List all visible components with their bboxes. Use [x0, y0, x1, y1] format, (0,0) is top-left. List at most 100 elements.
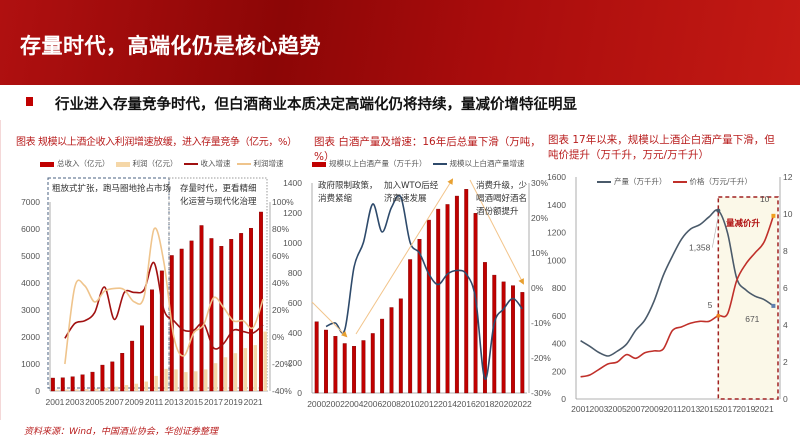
chart2-xtick-label: 2004: [345, 399, 364, 409]
chart3-ytick-label: 1000: [547, 255, 566, 265]
chart1-y2tick-label: 100%: [272, 197, 294, 207]
chart1-bar: [249, 227, 253, 392]
peak-production-marker: [716, 208, 721, 213]
key-point: 行业进入存量竞争时代，但白酒商业本质决定高端化仍将持续，量减价增特征明显: [55, 97, 577, 113]
chart2-bar: [520, 292, 525, 394]
chart2-annotation-2: 加入WTO后经济高速发展: [384, 181, 439, 204]
chart1-bar: [149, 289, 154, 392]
chart1-bar: [233, 353, 238, 391]
legend-label: 规模以上白酒产量增速: [449, 159, 525, 168]
chart1-bar: [184, 372, 188, 391]
chart1-bar: [209, 238, 214, 392]
source-note: 资料来源：Wind，中国酒业协会，华创证券整理: [24, 427, 218, 437]
chart2-ytick-label: 400: [288, 328, 302, 338]
legend-item: 规模以上白酒产量增速: [432, 158, 525, 169]
chart3-ytick-label: 0: [561, 394, 566, 404]
chart2-bar: [511, 285, 515, 394]
chart1-bar: [140, 325, 144, 392]
chart1-y2tick-label: 0%: [272, 332, 285, 342]
chart1-bar: [60, 377, 65, 392]
chart2-xtick-label: 2020: [494, 399, 513, 409]
chart1-bar: [65, 389, 69, 391]
legend-item: 价格（万元/千升）: [672, 176, 753, 187]
page-title: 存量时代，高端化仍是核心趋势: [20, 34, 321, 58]
chart1-ytick-label: 1000: [21, 359, 40, 369]
chart2-y2tick-label: -20%: [531, 353, 551, 363]
legend-item: 产量（万千升）: [597, 176, 667, 187]
chart1-bar: [134, 383, 139, 391]
chart2-ytick-label: 1400: [283, 178, 302, 188]
chart1-xtick-label: 2011: [145, 397, 164, 407]
chart2-xtick-label: 2008: [382, 399, 401, 409]
chart1-xtick-label: 2015: [184, 397, 203, 407]
chart2-bar: [324, 329, 328, 394]
chart3-ytick-label: 600: [552, 311, 566, 321]
chart2-xtick-label: 2000: [307, 399, 326, 409]
chart2-xtick-label: 2010: [401, 399, 420, 409]
chart2-ytick-label: 600: [288, 298, 302, 308]
legend-label: 利润（亿元）: [132, 159, 178, 168]
legend-label: 利润增速: [253, 159, 284, 168]
legend-item: 收入增速: [183, 158, 231, 169]
chart3-annotation: 量减价升: [726, 219, 761, 229]
chart2-xtick-label: 2022: [513, 399, 532, 409]
chart1-bar: [90, 371, 95, 392]
chart3-ytick-label: 800: [552, 283, 566, 293]
stock-period-box: [168, 177, 268, 389]
chart1-bar: [130, 340, 135, 392]
legend-item: 利润增速: [236, 158, 284, 169]
chart1-xtick-label: 2009: [125, 397, 144, 407]
chart1-bar: [159, 270, 164, 392]
chart3-ytick-label: 1600: [547, 172, 566, 182]
chart2-bar: [436, 208, 441, 394]
chart1-bar: [94, 388, 99, 391]
chart2-bar: [454, 195, 459, 394]
label-production-2022: 671: [745, 314, 759, 324]
chart1-bar: [120, 353, 125, 392]
chart3-ytick-label: 1200: [547, 228, 566, 238]
chart2-y2tick-label: 20%: [531, 213, 548, 223]
chart2-bar: [398, 298, 403, 394]
chart1-ytick-label: 2000: [21, 332, 40, 342]
chart3-xtick-label: 2007: [626, 404, 645, 414]
chart3-ytick-label: 400: [552, 339, 566, 349]
chart1-y2tick-label: 40%: [272, 278, 289, 288]
chart3-xtick-label: 2011: [663, 404, 682, 414]
chart1-ytick-label: 5000: [21, 251, 40, 261]
legend-label: 价格（万元/千升）: [689, 177, 753, 186]
chart2-bar: [501, 281, 506, 394]
chart2-xtick-label: 2006: [363, 399, 382, 409]
production-2022-marker: [771, 303, 776, 308]
chart1-annotation-right: 存量时代，更看精细化运营与现代化治理: [180, 184, 257, 207]
chart2-y2tick-label: 30%: [531, 178, 548, 188]
chart2-bar: [408, 259, 413, 394]
chart2-bar: [352, 346, 357, 394]
chart1-bar: [189, 240, 194, 392]
chart2-ytick-label: 200: [288, 358, 302, 368]
chart3-y2tick-label: 8: [783, 246, 788, 256]
chart1-y2tick-label: 20%: [272, 305, 289, 315]
chart1-ytick-label: 7000: [21, 197, 40, 207]
chart3-xtick-label: 2015: [700, 404, 719, 414]
chart1-bar: [85, 389, 89, 391]
chart2-y2tick-label: -10%: [531, 318, 551, 328]
legend-label: 总收入（亿元）: [57, 159, 110, 168]
chart2-title: 图表 白酒产量及增速：16年后总量下滑（万吨，%）: [314, 136, 541, 163]
chart3-y2tick-label: 6: [783, 283, 788, 293]
chart2-bar: [417, 239, 422, 394]
chart3-xtick-label: 2019: [736, 404, 755, 414]
chart2-y2tick-label: 10%: [531, 248, 548, 258]
chart1-bar: [199, 225, 204, 392]
chart1-bar: [179, 248, 184, 392]
chart2-y2tick-label: -30%: [531, 388, 551, 398]
chart1-title: 图表 规模以上酒企收入利润增速放缓，进入存量竞争（亿元，%）: [16, 137, 297, 148]
legend-item: 总收入（亿元）: [40, 158, 110, 169]
chart1-xtick-label: 2007: [105, 397, 124, 407]
chart2-xtick-label: 2012: [419, 399, 438, 409]
chart3-xtick-label: 2021: [755, 404, 774, 414]
title-bar: 存量时代，高端化仍是核心趋势: [0, 0, 800, 85]
chart2-legend: 规模以上白酒产量（万千升） 规模以上白酒产量增速: [312, 158, 525, 169]
trend-arrow: [469, 179, 524, 285]
label-price-2022: 10: [760, 194, 770, 204]
